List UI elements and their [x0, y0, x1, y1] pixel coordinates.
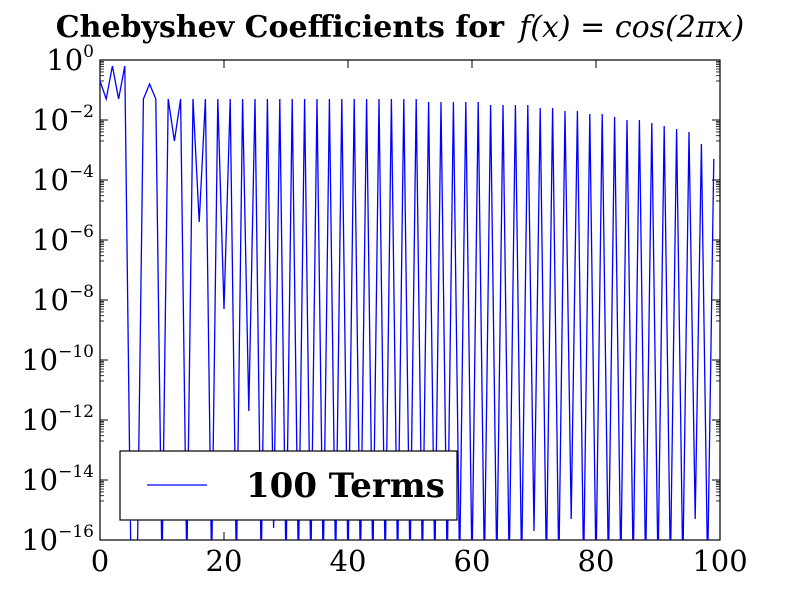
y-tick-label-exponent: −2 — [69, 102, 94, 122]
x-tick-label: 80 — [578, 544, 615, 578]
x-tick-label: 40 — [330, 544, 367, 578]
x-tick-label: 0 — [91, 544, 109, 578]
y-tick-label-base: 10 — [46, 43, 83, 77]
y-tick-label: 10−6 — [32, 222, 94, 257]
x-tick-label: 100 — [692, 544, 747, 578]
chart-title: Chebyshev Coefficients for f(x) = cos(2π… — [56, 10, 744, 45]
y-tick-label-exponent: −8 — [69, 282, 94, 302]
x-tick-label: 20 — [206, 544, 243, 578]
y-tick-label-exponent: −6 — [69, 222, 94, 242]
y-tick-label-base: 10 — [32, 223, 69, 257]
x-tick-label: 60 — [454, 544, 491, 578]
x-axis: 0 20 40 60 80 100 — [91, 60, 748, 578]
y-tick-label: 10−8 — [32, 282, 94, 317]
y-tick-label: 10−16 — [21, 522, 94, 557]
y-tick-label: 10−12 — [21, 402, 94, 437]
y-tick-label-exponent: −12 — [58, 402, 94, 422]
y-tick-label-base: 10 — [32, 103, 69, 137]
y-tick-label-base: 10 — [21, 343, 58, 377]
series-layer — [100, 65, 715, 540]
y-tick-label-exponent: −4 — [69, 162, 94, 182]
y-tick-label-base: 10 — [21, 523, 58, 557]
y-tick-label: 10−10 — [21, 342, 94, 377]
y-tick-label-base: 10 — [32, 283, 69, 317]
y-tick-label: 10−14 — [21, 462, 94, 497]
legend: 100 Terms — [119, 450, 458, 521]
series-line-100-terms — [100, 65, 715, 540]
chart-title-math: f(x) = cos(2πx) — [517, 10, 744, 45]
y-tick-label-base: 10 — [21, 463, 58, 497]
y-tick-label-exponent: −14 — [58, 462, 94, 482]
chart-title-text: Chebyshev Coefficients for — [56, 10, 506, 45]
y-tick-label-base: 10 — [21, 403, 58, 437]
y-tick-label-base: 10 — [32, 163, 69, 197]
y-tick-label: 100 — [46, 42, 94, 77]
y-tick-label-exponent: −10 — [58, 342, 94, 362]
y-tick-label-exponent: −16 — [58, 522, 94, 542]
legend-label: 100 Terms — [246, 466, 445, 506]
y-tick-label-exponent: 0 — [83, 42, 94, 62]
y-tick-label: 10−4 — [32, 162, 94, 197]
y-tick-label: 10−2 — [32, 102, 94, 137]
